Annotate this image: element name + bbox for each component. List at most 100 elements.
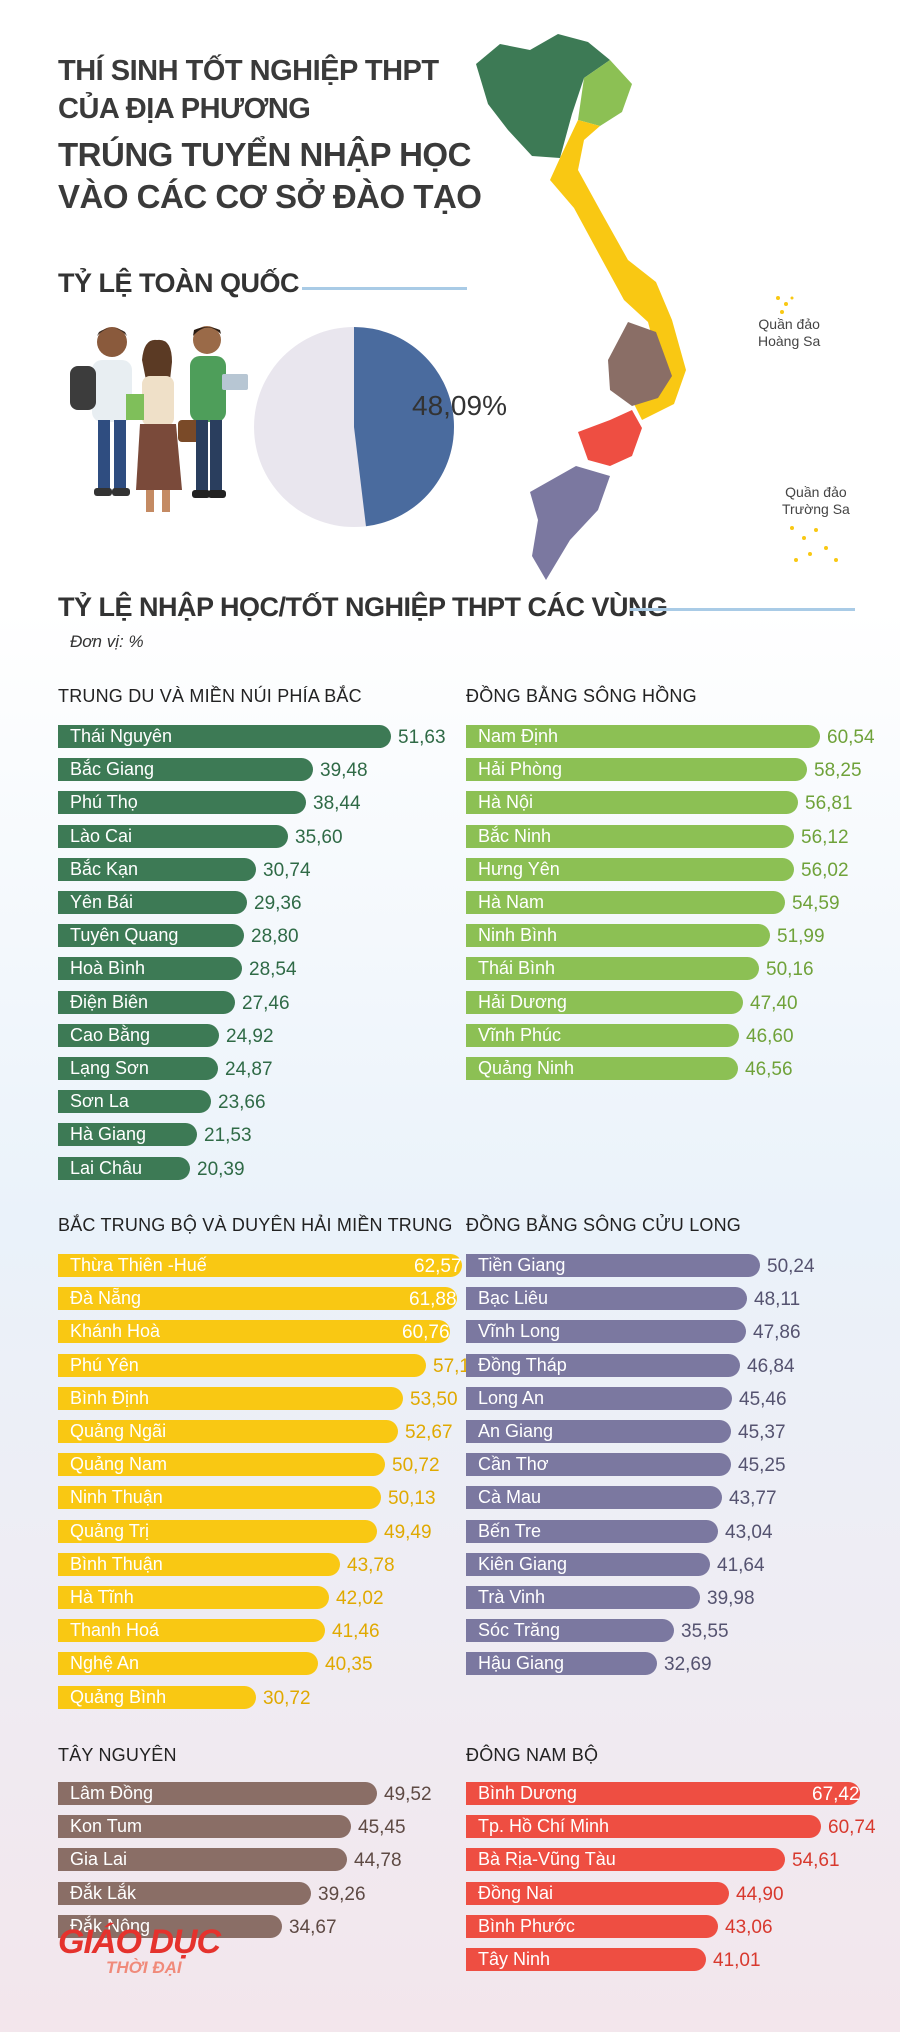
- regions-heading-rule: [630, 608, 855, 611]
- bar-1-7: Thái Bình: [466, 957, 759, 980]
- bar-1-8: Hải Dương: [466, 991, 743, 1014]
- bar-value: 30,74: [263, 860, 311, 881]
- bar-2-4: Bình Định: [58, 1387, 403, 1410]
- bar-value: 51,63: [398, 727, 446, 748]
- bar-label: Bình Thuận: [70, 1554, 163, 1574]
- bar-1-6: Ninh Bình: [466, 924, 770, 947]
- bar-value: 46,84: [747, 1356, 795, 1377]
- bar-label: Đồng Nai: [478, 1883, 554, 1903]
- bar-value: 52,67: [405, 1422, 453, 1443]
- bar-label: Thanh Hoá: [70, 1620, 160, 1640]
- bar-label: Nam Định: [478, 726, 559, 746]
- bar-1-10: Quảng Ninh: [466, 1057, 738, 1080]
- bar-2-7: Ninh Thuận: [58, 1486, 381, 1509]
- bar-label: Điện Biên: [70, 992, 149, 1012]
- bar-value: 49,52: [384, 1784, 432, 1805]
- vietnam-map: [476, 34, 686, 580]
- bar-label: Hà Nội: [478, 792, 534, 812]
- students-illustration: [70, 326, 248, 512]
- bar-value: 24,92: [226, 1026, 274, 1047]
- bar-label: Quảng Nam: [70, 1454, 168, 1474]
- bar-4-4: Đắk Nông: [58, 1915, 282, 1938]
- bar-label: Đồng Tháp: [478, 1355, 567, 1375]
- bar-label: Bến Tre: [478, 1521, 542, 1541]
- map-region-mekong: [530, 466, 610, 580]
- bar-label: Bắc Kạn: [70, 859, 139, 879]
- bar-value: 54,59: [792, 893, 840, 914]
- national-heading-rule: [302, 287, 467, 290]
- bar-3-11: Sóc Trăng: [466, 1619, 674, 1642]
- bar-1-1: Hải Phòng: [466, 758, 807, 781]
- bar-label: Yên Bái: [70, 892, 134, 912]
- bar-value: 24,87: [225, 1059, 273, 1080]
- bar-5-1: Tp. Hồ Chí Minh: [466, 1815, 821, 1838]
- bar-value: 42,02: [336, 1588, 384, 1609]
- bar-label: Thừa Thiên -Huế: [70, 1255, 207, 1275]
- national-pie-chart: [254, 327, 454, 527]
- bar-label: Gia Lai: [70, 1849, 128, 1869]
- bar-label: Vĩnh Long: [478, 1321, 561, 1341]
- page-title-line1: THÍ SINH TỐT NGHIỆP THPT CỦA ĐỊA PHƯƠNG: [58, 55, 439, 125]
- bar-label: Cao Bằng: [70, 1025, 151, 1045]
- bar-value: 35,60: [295, 827, 343, 848]
- bar-label: Lạng Sơn: [70, 1058, 149, 1078]
- bar-3-1: Bạc Liêu: [466, 1287, 747, 1310]
- region-title-2: BẮC TRUNG BỘ VÀ DUYÊN HẢI MIỀN TRUNG: [58, 1215, 453, 1235]
- bar-value: 21,53: [204, 1125, 252, 1146]
- bar-3-2: Vĩnh Long: [466, 1320, 746, 1343]
- bar-label: Phú Yên: [70, 1355, 139, 1375]
- bar-label: Hà Giang: [70, 1124, 147, 1144]
- map-region-southeast: [578, 410, 642, 466]
- bar-2-10: Hà Tĩnh: [58, 1586, 329, 1609]
- bar-label: Quảng Ngãi: [70, 1421, 167, 1441]
- bar-label: Kon Tum: [70, 1816, 143, 1836]
- truong-sa-label: Quần đảo Trường Sa: [782, 484, 850, 517]
- bar-value: 50,24: [767, 1256, 815, 1277]
- bar-label: Trà Vinh: [478, 1587, 546, 1607]
- bar-value: 43,78: [347, 1555, 395, 1576]
- bar-value: 48,11: [754, 1289, 801, 1310]
- national-rate-value: 48,09%: [412, 390, 507, 421]
- bar-label: Hà Nam: [478, 892, 545, 912]
- bar-1-3: Bắc Ninh: [466, 825, 794, 848]
- bar-0-11: Sơn La: [58, 1090, 211, 1113]
- bar-value: 60,76: [402, 1322, 450, 1343]
- bar-4-1: Kon Tum: [58, 1815, 351, 1838]
- bar-5-0: Bình Dương: [466, 1782, 860, 1805]
- bar-5-4: Bình Phước: [466, 1915, 718, 1938]
- bar-value: 41,01: [713, 1950, 761, 1971]
- pie-slice-enrolled: [354, 327, 454, 527]
- bar-label: Bắc Ninh: [478, 826, 552, 846]
- bar-4-3: Đắk Lắk: [58, 1882, 311, 1905]
- bar-value: 20,39: [197, 1159, 245, 1180]
- bar-0-13: Lai Châu: [58, 1157, 190, 1180]
- map-region-north-mountain: [476, 34, 610, 158]
- truong-sa-islands-icon: [790, 526, 838, 562]
- bar-0-10: Lạng Sơn: [58, 1057, 218, 1080]
- bar-value: 45,45: [358, 1817, 406, 1838]
- bar-1-2: Hà Nội: [466, 791, 798, 814]
- unit-label: Đơn vị: %: [70, 632, 144, 651]
- bar-0-5: Yên Bái: [58, 891, 247, 914]
- bar-1-4: Hưng Yên: [466, 858, 794, 881]
- bar-2-1: Đà Nẵng: [58, 1287, 457, 1310]
- bar-value: 51,99: [777, 926, 825, 947]
- region-title-5: ĐÔNG NAM BỘ: [466, 1745, 599, 1765]
- bar-0-2: Phú Thọ: [58, 791, 306, 814]
- bar-label: Bình Dương: [478, 1783, 577, 1803]
- region-title-4: TÂY NGUYÊN: [58, 1745, 177, 1765]
- bar-label: Tây Ninh: [478, 1949, 551, 1969]
- region-title-0: TRUNG DU VÀ MIỀN NÚI PHÍA BẮC: [58, 686, 362, 706]
- bar-value: 56,02: [801, 860, 849, 881]
- bar-value: 23,66: [218, 1092, 266, 1113]
- bar-2-9: Bình Thuận: [58, 1553, 340, 1576]
- bar-4-0: Lâm Đồng: [58, 1782, 377, 1805]
- hoang-sa-islands-icon: [776, 296, 794, 314]
- bar-value: 47,40: [750, 993, 798, 1014]
- bar-value: 50,72: [392, 1455, 440, 1476]
- bar-2-5: Quảng Ngãi: [58, 1420, 398, 1443]
- bar-0-9: Cao Bằng: [58, 1024, 219, 1047]
- bar-label: An Giang: [478, 1421, 554, 1441]
- bar-value: 45,46: [739, 1389, 787, 1410]
- bar-5-5: Tây Ninh: [466, 1948, 706, 1971]
